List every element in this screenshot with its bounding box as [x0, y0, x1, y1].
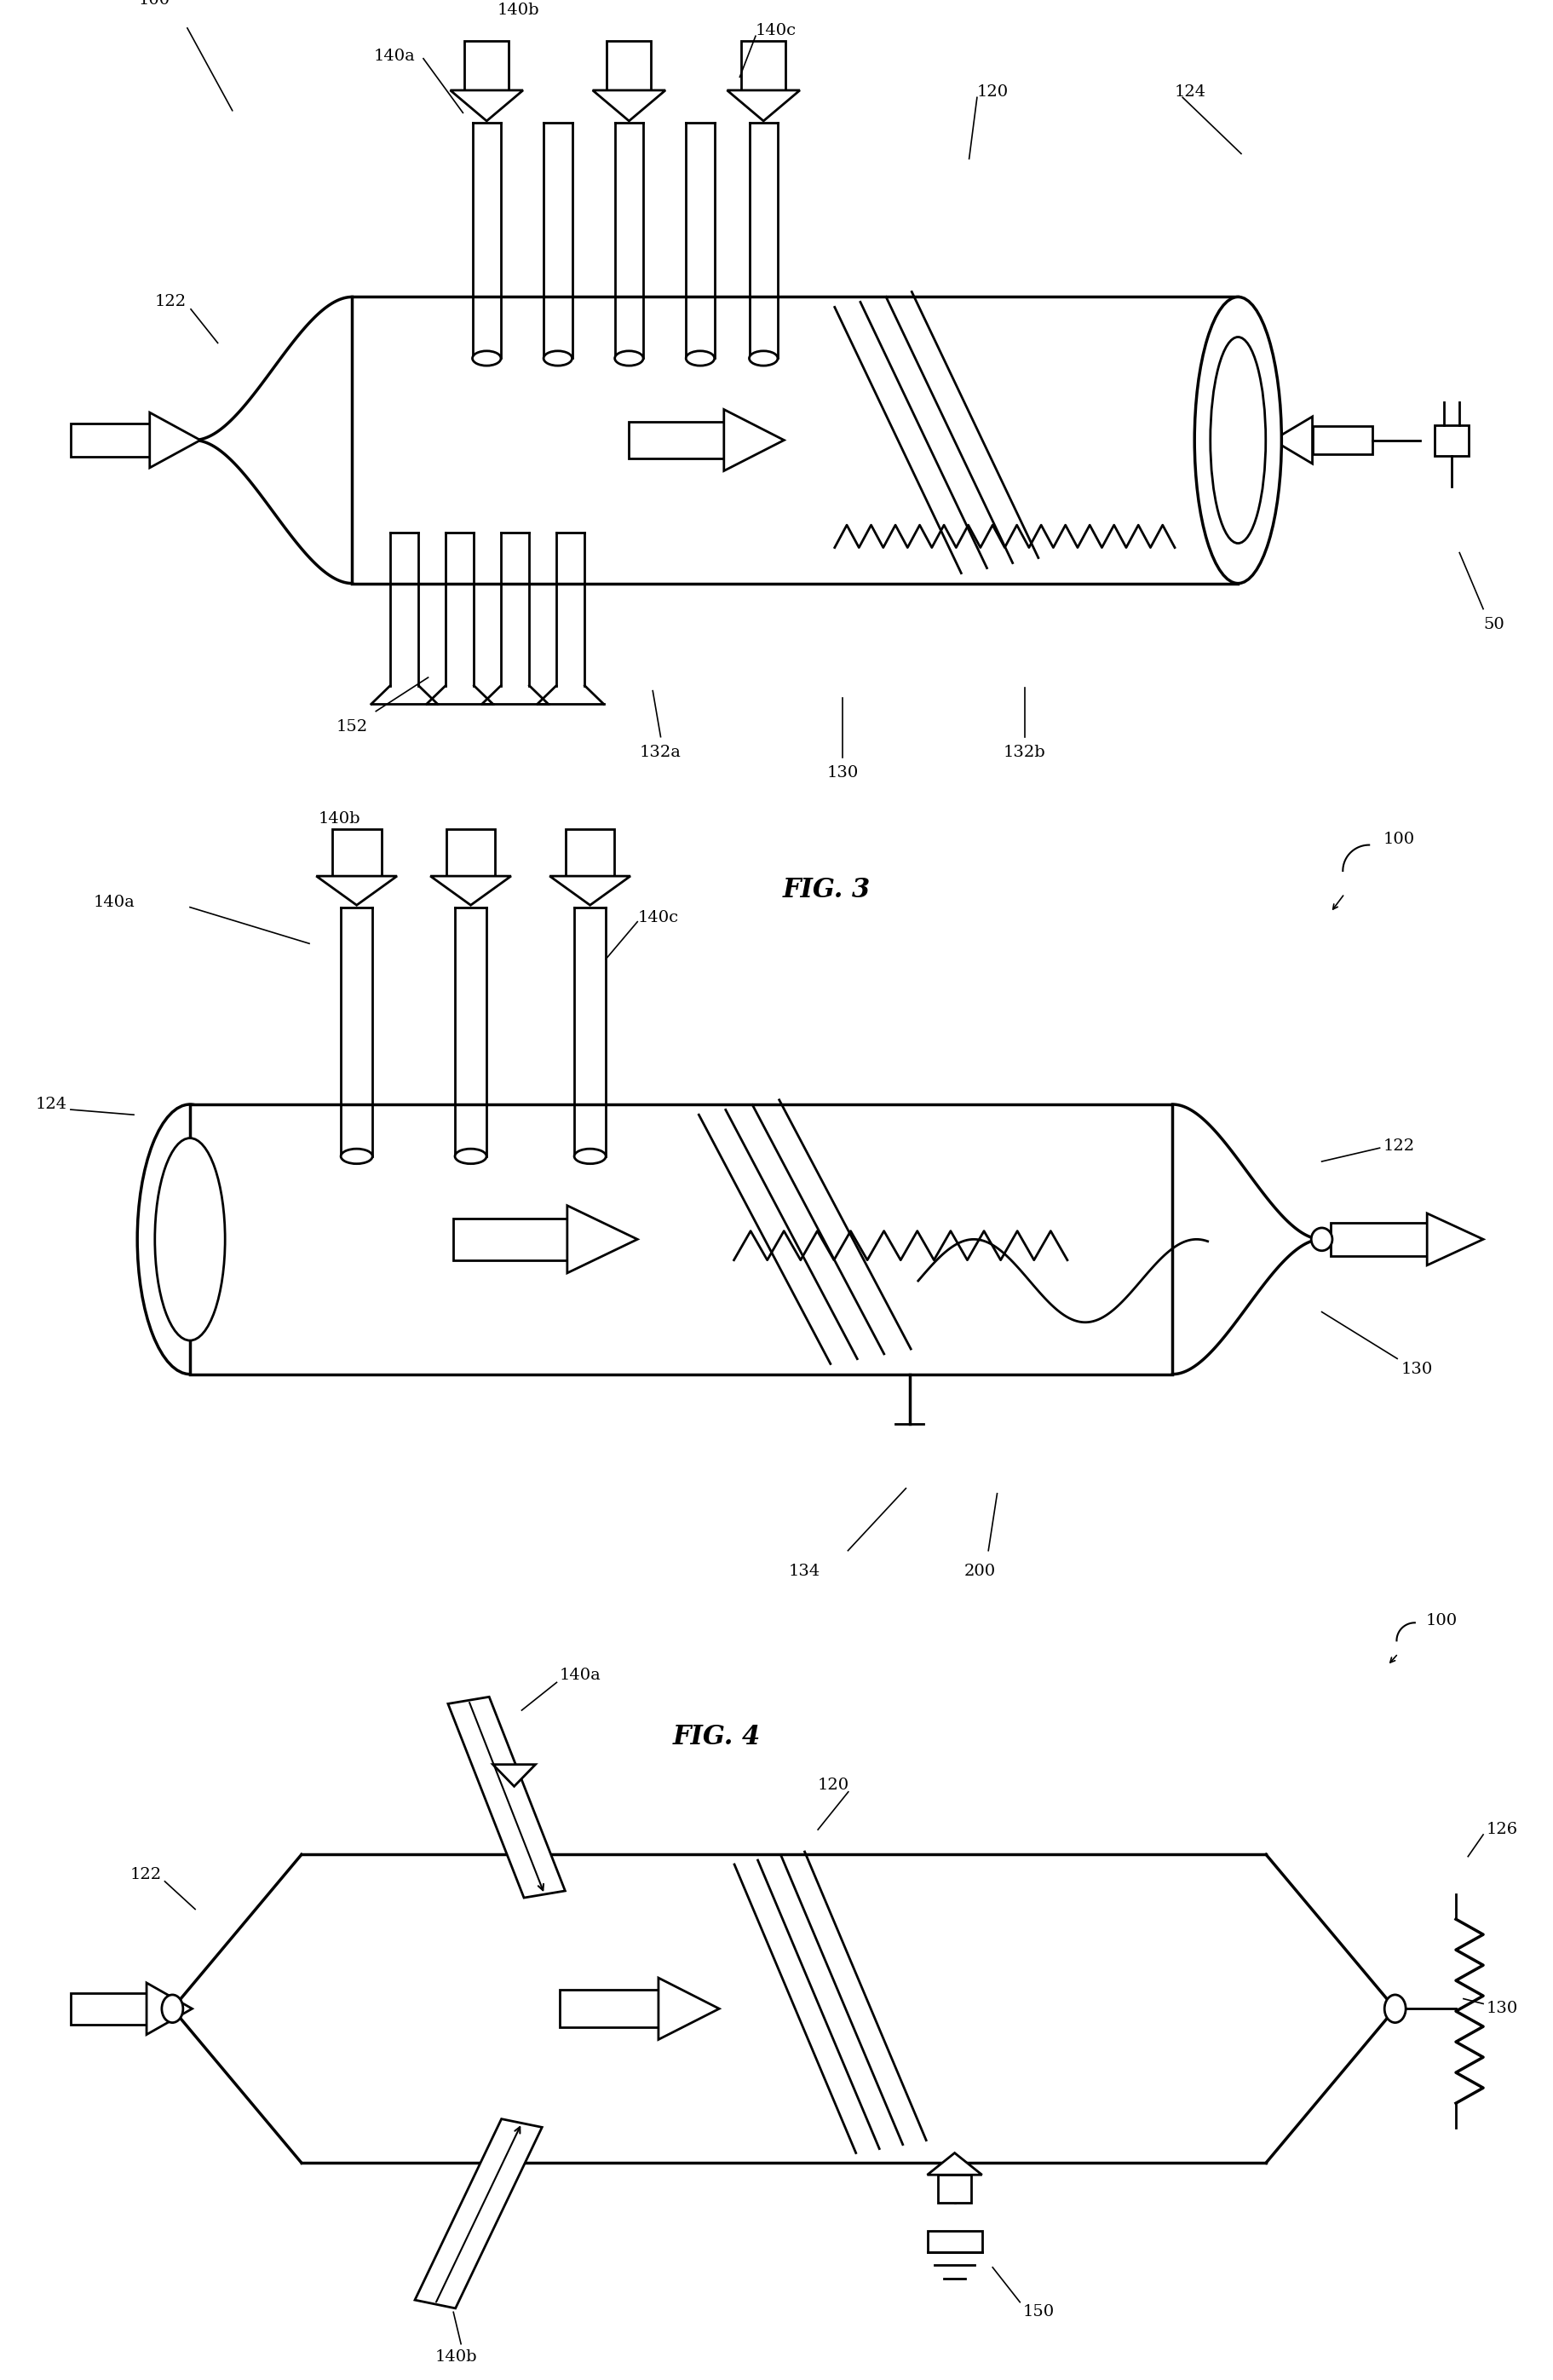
Text: 140c: 140c [755, 24, 797, 38]
Text: 124: 124 [36, 1097, 67, 1111]
Polygon shape [559, 1990, 658, 2028]
Ellipse shape [685, 350, 714, 367]
Polygon shape [1329, 1223, 1426, 1257]
Text: 100: 100 [1424, 1614, 1457, 1628]
Text: 140b: 140b [497, 2, 539, 19]
Text: 100: 100 [1382, 833, 1415, 847]
Polygon shape [607, 40, 651, 90]
Polygon shape [430, 876, 511, 904]
Polygon shape [446, 828, 495, 876]
Ellipse shape [340, 1150, 373, 1164]
Text: 122: 122 [1382, 1138, 1415, 1154]
Polygon shape [415, 2118, 542, 2309]
Polygon shape [172, 1854, 1395, 2163]
Ellipse shape [1311, 1228, 1331, 1252]
Text: 100: 100 [138, 0, 171, 7]
Bar [927, 2230, 981, 2251]
Polygon shape [565, 828, 615, 876]
Polygon shape [492, 1764, 536, 1787]
Text: 126: 126 [1486, 1823, 1517, 1837]
Polygon shape [741, 40, 786, 90]
Bar [1433, 424, 1468, 455]
Polygon shape [567, 1207, 637, 1273]
Text: 124: 124 [1174, 86, 1205, 100]
Polygon shape [1312, 426, 1371, 455]
Polygon shape [1272, 416, 1312, 464]
Text: 134: 134 [787, 1564, 820, 1578]
Ellipse shape [162, 1994, 183, 2023]
Text: 140a: 140a [559, 1668, 601, 1683]
Text: 140b: 140b [435, 2349, 477, 2366]
Ellipse shape [544, 350, 572, 367]
Text: 132a: 132a [640, 745, 682, 759]
Polygon shape [550, 876, 631, 904]
Text: 150: 150 [1022, 2304, 1054, 2320]
Text: 50: 50 [1483, 616, 1503, 633]
Polygon shape [724, 409, 784, 471]
Polygon shape [592, 90, 665, 121]
Ellipse shape [472, 350, 500, 367]
Ellipse shape [1384, 1994, 1405, 2023]
Ellipse shape [1210, 338, 1266, 543]
Text: 130: 130 [1399, 1361, 1432, 1376]
Text: 200: 200 [963, 1564, 995, 1578]
Text: FIG. 3: FIG. 3 [783, 878, 870, 904]
Ellipse shape [1194, 298, 1281, 583]
Text: 140c: 140c [637, 909, 679, 926]
Polygon shape [464, 40, 508, 90]
Text: 140b: 140b [318, 812, 360, 826]
Polygon shape [447, 1697, 565, 1897]
Ellipse shape [455, 1150, 486, 1164]
Ellipse shape [155, 1138, 225, 1340]
Text: 152: 152 [335, 719, 368, 735]
Text: 140a: 140a [93, 895, 135, 909]
Polygon shape [727, 90, 800, 121]
Polygon shape [629, 421, 724, 459]
Polygon shape [70, 424, 149, 457]
Text: 122: 122 [130, 1866, 162, 1883]
Ellipse shape [137, 1104, 242, 1373]
Bar [189, 1104, 1173, 1373]
Text: 140a: 140a [374, 50, 415, 64]
Text: 130: 130 [1486, 2002, 1517, 2016]
Text: 122: 122 [154, 295, 186, 309]
Polygon shape [927, 2154, 981, 2175]
Polygon shape [149, 412, 200, 469]
Ellipse shape [749, 350, 778, 367]
Polygon shape [70, 1992, 146, 2025]
Polygon shape [317, 876, 398, 904]
Polygon shape [658, 1978, 719, 2040]
Polygon shape [453, 1219, 567, 1259]
Polygon shape [450, 90, 523, 121]
Text: 120: 120 [817, 1778, 848, 1792]
Ellipse shape [615, 350, 643, 367]
Polygon shape [146, 1983, 193, 2035]
Polygon shape [938, 2175, 971, 2202]
Text: 120: 120 [977, 86, 1008, 100]
Text: FIG. 4: FIG. 4 [672, 1723, 759, 1752]
Ellipse shape [575, 1150, 606, 1164]
Bar [353, 298, 1238, 583]
Text: 130: 130 [826, 764, 857, 781]
Polygon shape [1426, 1214, 1483, 1266]
Text: 132b: 132b [1003, 745, 1045, 759]
Polygon shape [332, 828, 380, 876]
